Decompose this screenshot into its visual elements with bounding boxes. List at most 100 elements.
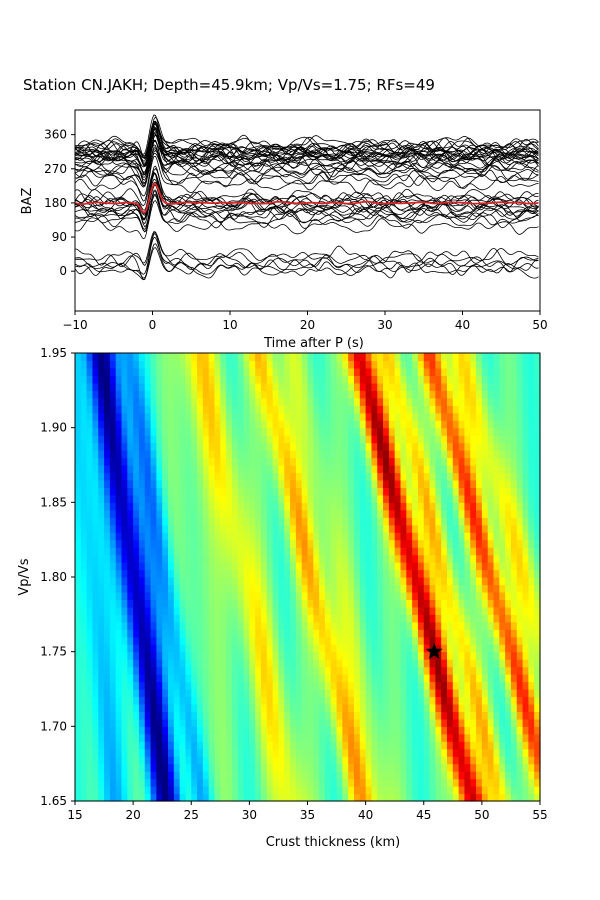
hk-cell: [394, 644, 402, 653]
hk-cell: [429, 681, 436, 690]
hk-cell: [266, 382, 274, 391]
hk-cell: [80, 367, 88, 376]
hk-cell: [423, 472, 431, 481]
hk-cell: [487, 353, 495, 362]
hk-cell: [470, 450, 477, 459]
hk-cell: [359, 711, 367, 720]
hk-cell: [266, 651, 274, 660]
hk-cell: [284, 763, 291, 772]
hk-cell: [499, 659, 506, 668]
hk-cell: [435, 502, 442, 511]
hk-cell: [313, 703, 320, 712]
hk-cell: [324, 718, 332, 727]
hk-cell: [243, 778, 250, 787]
hk-cell: [313, 718, 320, 727]
hk-cell: [528, 427, 535, 436]
hk-cell: [394, 562, 402, 571]
hk-cell: [423, 599, 431, 608]
hk-cell: [534, 569, 541, 578]
hk-cell: [266, 756, 274, 765]
hk-cell: [476, 651, 483, 660]
hk-cell: [278, 532, 285, 541]
hk-cell: [324, 577, 332, 586]
hk-cell: [98, 629, 105, 638]
hk-cell: [336, 793, 343, 802]
hk-cell: [388, 644, 396, 653]
hk-cell: [220, 427, 227, 436]
hk-cell: [173, 405, 181, 414]
hk-cell: [98, 748, 105, 757]
hk-cell: [493, 651, 500, 660]
hk-cell: [447, 457, 454, 466]
hk-cell: [324, 756, 332, 765]
hk-cell: [441, 420, 448, 429]
hk-cell: [377, 375, 384, 384]
hk-cell: [86, 778, 94, 787]
hk-cell: [249, 367, 256, 376]
hk-cell: [510, 718, 518, 727]
rf-x-tick-label: 30: [377, 318, 392, 332]
hk-cell: [168, 621, 175, 630]
hk-cell: [383, 547, 390, 556]
hk-cell: [121, 360, 128, 369]
hk-cell: [493, 756, 500, 765]
hk-cell: [359, 532, 367, 541]
hk-cell: [290, 718, 297, 727]
hk-cell: [377, 517, 384, 526]
hk-cell: [528, 412, 535, 421]
hk-cell: [371, 502, 378, 511]
hk-cell: [115, 472, 123, 481]
hk-cell: [499, 763, 506, 772]
hk-cell: [243, 382, 250, 391]
hk-cell: [185, 659, 192, 668]
hk-cell: [272, 390, 280, 399]
hk-cell: [324, 524, 332, 533]
hk-cell: [522, 636, 529, 645]
hk-cell: [127, 793, 134, 802]
hk-cell: [266, 397, 274, 406]
hk-cell: [104, 532, 111, 541]
hk-cell: [301, 569, 309, 578]
hk-cell: [307, 479, 314, 488]
hk-cell: [226, 487, 233, 496]
hk-cell: [272, 472, 280, 481]
hk-cell: [150, 465, 157, 474]
hk-cell: [86, 681, 94, 690]
hk-cell: [284, 614, 291, 623]
hk-cell: [75, 636, 82, 645]
hk-cell: [435, 532, 442, 541]
hk-cell: [522, 606, 529, 615]
hk-cell: [133, 397, 140, 406]
hk-cell: [104, 465, 111, 474]
hk-cell: [307, 696, 314, 705]
hk-cell: [452, 674, 460, 683]
hk-cell: [324, 517, 332, 526]
hk-cell: [214, 666, 221, 675]
hk-cell: [197, 741, 204, 750]
hk-cell: [423, 651, 431, 660]
hk-cell: [464, 577, 471, 586]
hk-cell: [458, 674, 466, 683]
hk-cell: [202, 569, 210, 578]
hk-cell: [121, 405, 128, 414]
hk-cell: [383, 681, 390, 690]
hk-cell: [266, 621, 274, 630]
hk-cell: [313, 666, 320, 675]
hk-cell: [365, 778, 373, 787]
hk-cell: [441, 793, 448, 802]
hk-cell: [528, 457, 535, 466]
hk-cell: [423, 465, 431, 474]
hk-cell: [516, 569, 524, 578]
hk-cell: [441, 644, 448, 653]
hk-cell: [516, 509, 524, 518]
hk-cell: [104, 793, 111, 802]
hk-cell: [388, 562, 396, 571]
hk-cell: [371, 644, 378, 653]
hk-cell: [441, 703, 448, 712]
hk-cell: [354, 367, 361, 376]
hk-cell: [220, 547, 227, 556]
hk-cell: [261, 741, 268, 750]
hk-cell: [336, 509, 343, 518]
hk-cell: [202, 599, 210, 608]
hk-cell: [307, 763, 314, 772]
